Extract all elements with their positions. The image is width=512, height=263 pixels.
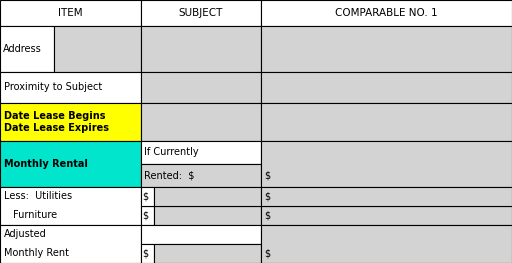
Text: Address: Address: [3, 44, 41, 54]
Bar: [261, 206, 512, 225]
Text: $: $: [265, 210, 271, 220]
Bar: [0, 27, 54, 72]
Text: If Currently: If Currently: [144, 148, 199, 158]
Text: Rented:  $: Rented: $: [144, 170, 195, 180]
Bar: [261, 141, 512, 186]
Text: Furniture: Furniture: [13, 210, 57, 220]
Bar: [141, 0, 261, 27]
Bar: [141, 244, 154, 263]
Text: $: $: [142, 249, 148, 259]
Bar: [0, 225, 141, 263]
Text: SUBJECT: SUBJECT: [179, 8, 223, 18]
Bar: [141, 103, 261, 141]
Bar: [0, 0, 141, 27]
Text: Proximity to Subject: Proximity to Subject: [4, 82, 102, 92]
Text: $: $: [265, 170, 271, 180]
Bar: [261, 72, 512, 103]
Bar: [154, 206, 261, 225]
Bar: [0, 186, 141, 225]
Text: COMPARABLE NO. 1: COMPARABLE NO. 1: [335, 8, 438, 18]
Bar: [261, 103, 512, 141]
Bar: [141, 141, 261, 164]
Text: $: $: [265, 249, 271, 259]
Bar: [141, 27, 261, 72]
Text: Monthly Rent: Monthly Rent: [4, 249, 69, 259]
Bar: [141, 225, 261, 244]
Text: Adjusted: Adjusted: [4, 229, 46, 239]
Text: Date Lease Begins
Date Lease Expires: Date Lease Begins Date Lease Expires: [4, 111, 109, 133]
Bar: [261, 186, 512, 206]
Bar: [0, 72, 141, 103]
Text: $: $: [265, 191, 271, 201]
Bar: [261, 0, 512, 27]
Text: $: $: [142, 191, 148, 201]
Bar: [141, 72, 261, 103]
Bar: [141, 206, 154, 225]
Bar: [0, 141, 141, 186]
Text: ITEM: ITEM: [58, 8, 83, 18]
Bar: [154, 244, 261, 263]
Bar: [261, 225, 512, 263]
Bar: [141, 164, 261, 186]
Bar: [0, 103, 141, 141]
Bar: [54, 27, 141, 72]
Bar: [141, 186, 154, 206]
Bar: [154, 186, 261, 206]
Text: Monthly Rental: Monthly Rental: [4, 159, 88, 169]
Text: Less:  Utilities: Less: Utilities: [4, 191, 72, 201]
Text: $: $: [142, 210, 148, 220]
Bar: [261, 27, 512, 72]
